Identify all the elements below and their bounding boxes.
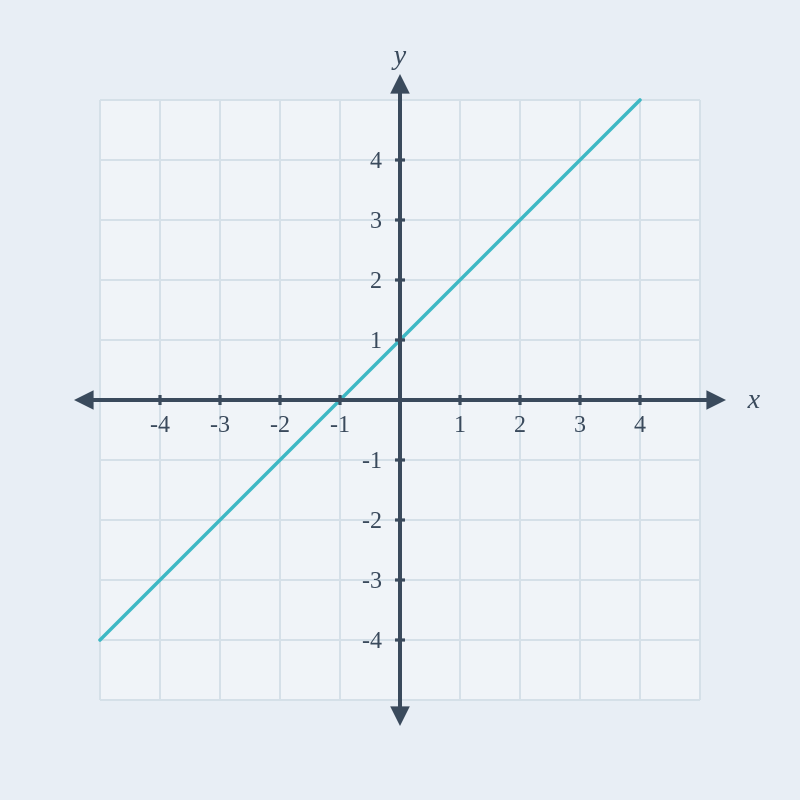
x-axis-label: x [748,384,760,416]
arrow-down-icon [390,706,410,726]
x-tick-label: 3 [574,412,586,438]
arrow-up-icon [390,74,410,94]
arrow-left-icon [74,390,94,410]
x-tick-label: -3 [210,412,230,438]
chart-svg: -4 -3 -2 -1 1 2 3 4 -4 -3 -2 -1 1 2 3 4 [40,40,760,760]
x-tick-label: -2 [270,412,290,438]
x-tick-label: -4 [150,412,170,438]
x-tick-label: -1 [330,412,350,438]
coordinate-plane-chart: y x -4 -3 -2 -1 1 2 3 4 -4 -3 -2 -1 1 2 3 4 [40,40,760,760]
y-tick-label: -1 [362,448,382,474]
x-tick-label: 4 [634,412,646,438]
y-tick-label: 1 [370,328,382,354]
y-tick-label: -3 [362,568,382,594]
y-tick-label: -4 [362,628,382,654]
y-tick-label: 4 [370,148,382,174]
y-tick-label: -2 [362,508,382,534]
y-tick-label: 2 [370,268,382,294]
x-tick-label: 1 [454,412,466,438]
arrow-right-icon [706,390,726,410]
x-tick-label: 2 [514,412,526,438]
y-axis-label: y [394,40,406,72]
y-tick-label: 3 [370,208,382,234]
